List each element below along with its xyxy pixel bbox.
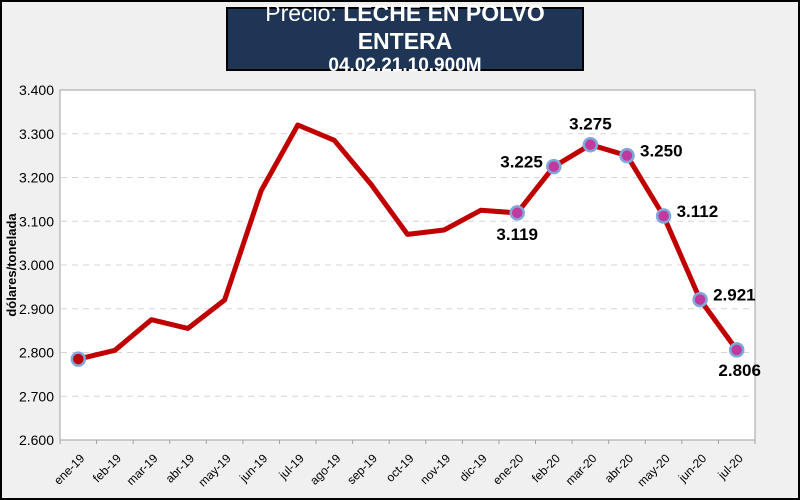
y-axis-title: dólares/tonelada bbox=[4, 213, 19, 317]
y-axis-tick-label: 3.300 bbox=[19, 126, 54, 142]
chart-title: Precio: LECHE EN POLVO ENTERA bbox=[228, 0, 582, 55]
y-axis-tick-label: 3.400 bbox=[19, 82, 54, 98]
data-point-label: 3.275 bbox=[569, 115, 612, 134]
x-axis-tick-label: may-19 bbox=[196, 451, 234, 489]
chart-title-prefix: Precio: bbox=[265, 0, 337, 27]
data-point-marker bbox=[509, 205, 525, 221]
y-axis-tick-label: 3.000 bbox=[19, 257, 54, 273]
data-point-label: 2.921 bbox=[713, 286, 756, 305]
data-point-label: 2.806 bbox=[718, 361, 761, 380]
x-axis-tick-label: feb-19 bbox=[90, 451, 124, 485]
y-axis-tick-label: 2.700 bbox=[19, 388, 54, 404]
x-axis-tick-label: nov-19 bbox=[417, 451, 453, 487]
x-axis-tick-label: ene-20 bbox=[490, 451, 527, 488]
y-axis-tick-label: 2.900 bbox=[19, 301, 54, 317]
x-axis-tick-label: dic-19 bbox=[457, 451, 490, 484]
data-point-marker bbox=[655, 208, 672, 224]
x-axis-tick-label: jul-19 bbox=[276, 451, 308, 483]
data-point-label: 3.112 bbox=[677, 202, 719, 221]
data-point-marker bbox=[692, 291, 708, 308]
data-point-marker bbox=[619, 147, 635, 164]
data-point-marker bbox=[728, 342, 745, 358]
data-point-label: 3.119 bbox=[496, 225, 538, 244]
x-axis-tick-label: abr-19 bbox=[163, 451, 198, 486]
x-axis-tick-label: ago-19 bbox=[307, 451, 344, 488]
x-axis-tick-label: feb-20 bbox=[529, 451, 563, 485]
data-point-marker bbox=[582, 136, 599, 153]
chart-title-main: LECHE EN POLVO ENTERA bbox=[343, 0, 545, 54]
x-axis-tick-label: jun-19 bbox=[236, 451, 270, 485]
data-point-label: 3.250 bbox=[640, 142, 683, 161]
x-axis-tick-label: abr-20 bbox=[602, 451, 637, 486]
x-axis-tick-label: may-20 bbox=[634, 451, 672, 489]
x-axis-tick-label: sep-19 bbox=[344, 451, 380, 487]
y-axis-tick-label: 3.100 bbox=[19, 213, 54, 229]
x-axis-tick-label: ene-19 bbox=[51, 451, 88, 488]
y-axis-tick-label: 3.200 bbox=[19, 170, 54, 186]
y-axis-tick-label: 2.800 bbox=[19, 345, 54, 361]
x-axis-tick-label: jul-20 bbox=[714, 451, 746, 483]
x-axis-tick-label: jun-20 bbox=[675, 451, 709, 485]
x-axis-tick-label: oct-19 bbox=[383, 451, 417, 485]
y-axis-tick-label: 2.600 bbox=[19, 432, 54, 448]
data-point-label: 3.225 bbox=[500, 153, 543, 172]
data-point-marker bbox=[70, 351, 87, 367]
chart-subtitle: 04.02.21.10.900M bbox=[328, 55, 482, 77]
x-axis-tick-label: mar-19 bbox=[124, 451, 161, 488]
x-axis-tick-label: mar-20 bbox=[563, 451, 600, 488]
data-point-marker bbox=[546, 158, 562, 175]
chart-title-box: Precio: LECHE EN POLVO ENTERA 04.02.21.1… bbox=[226, 0, 584, 76]
